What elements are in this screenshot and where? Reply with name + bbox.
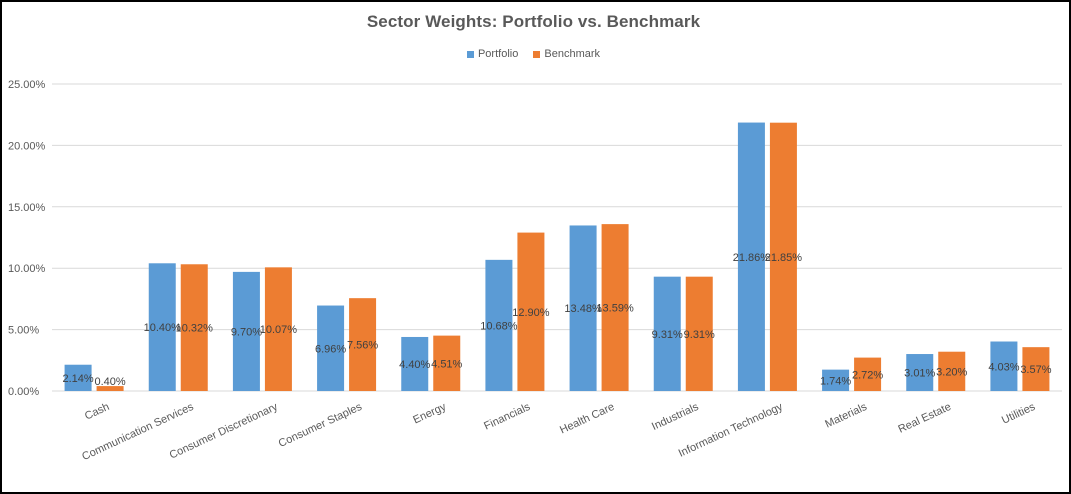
x-category-label: Utilities: [1000, 401, 1038, 427]
benchmark-bar: [96, 386, 124, 391]
portfolio-bar: [317, 305, 345, 391]
portfolio-data-label: 9.70%: [231, 326, 262, 338]
benchmark-bar: [264, 267, 292, 391]
portfolio-data-label: 4.03%: [988, 361, 1019, 373]
benchmark-data-label: 7.56%: [347, 340, 378, 352]
benchmark-data-label: 3.20%: [936, 366, 967, 378]
portfolio-bar: [485, 259, 513, 391]
portfolio-data-label: 3.01%: [904, 368, 935, 380]
portfolio-bar: [148, 263, 176, 391]
benchmark-data-label: 10.07%: [260, 324, 298, 336]
legend-item-benchmark: Benchmark: [533, 48, 600, 60]
benchmark-data-label: 2.72%: [852, 369, 883, 381]
benchmark-bar: [433, 335, 461, 391]
portfolio-data-label: 2.14%: [62, 373, 93, 385]
x-category-label: Financials: [482, 401, 532, 433]
legend-item-portfolio: Portfolio: [466, 48, 519, 60]
benchmark-bar: [854, 357, 882, 391]
legend-label-portfolio: Portfolio: [477, 48, 519, 60]
portfolio-bar: [737, 122, 765, 391]
benchmark-bar: [517, 232, 545, 391]
portfolio-data-label: 6.96%: [315, 343, 346, 355]
portfolio-data-label: 21.86%: [733, 252, 771, 264]
benchmark-data-label: 12.90%: [512, 307, 550, 319]
benchmark-bar: [349, 298, 377, 391]
portfolio-bar: [822, 369, 850, 391]
benchmark-data-label: 10.32%: [176, 323, 214, 335]
benchmark-bar: [1022, 347, 1050, 391]
x-category-label: Industrials: [650, 401, 701, 433]
chart-legend: Portfolio Benchmark: [0, 48, 1067, 61]
portfolio-bar: [401, 336, 429, 391]
portfolio-data-label: 13.48%: [564, 303, 602, 315]
portfolio-bar: [906, 354, 934, 391]
portfolio-bar: [990, 341, 1018, 391]
chart-title: Sector Weights: Portfolio vs. Benchmark: [366, 12, 701, 31]
portfolio-data-label: 4.40%: [399, 359, 430, 371]
benchmark-data-label: 4.51%: [431, 358, 462, 370]
benchmark-data-label: 3.57%: [1020, 364, 1051, 376]
portfolio-bar: [569, 225, 597, 391]
benchmark-data-label: 13.59%: [596, 303, 634, 315]
benchmark-data-label: 9.31%: [684, 329, 715, 341]
y-tick-label: 15.00%: [8, 202, 46, 214]
benchmark-bar: [685, 276, 713, 391]
portfolio-data-label: 10.68%: [480, 320, 518, 332]
legend-label-benchmark: Benchmark: [544, 48, 601, 60]
benchmark-bar: [938, 351, 966, 391]
x-category-label: Materials: [823, 401, 869, 431]
x-category-label: Cash: [83, 401, 111, 423]
legend-swatch-portfolio: [466, 50, 474, 58]
x-category-label: Real Estate: [896, 401, 953, 436]
benchmark-bar: [180, 264, 208, 391]
benchmark-data-label: 21.85%: [765, 252, 803, 264]
portfolio-bar: [653, 276, 681, 391]
y-tick-label: 0.00%: [8, 386, 39, 398]
y-tick-label: 20.00%: [8, 140, 46, 152]
y-tick-label: 25.00%: [8, 79, 46, 91]
x-category-label: Consumer Staples: [277, 401, 365, 450]
benchmark-bar: [769, 122, 797, 391]
portfolio-data-label: 9.31%: [652, 329, 683, 341]
x-category-label: Energy: [411, 401, 448, 427]
x-category-label: Health Care: [558, 401, 616, 437]
legend-swatch-benchmark: [533, 50, 541, 58]
portfolio-data-label: 1.74%: [820, 375, 851, 387]
benchmark-bar: [601, 224, 629, 391]
y-tick-label: 10.00%: [8, 263, 46, 275]
y-tick-label: 5.00%: [8, 325, 39, 337]
benchmark-data-label: 0.40%: [94, 376, 125, 388]
portfolio-bar: [64, 364, 92, 391]
portfolio-data-label: 10.40%: [144, 322, 182, 334]
portfolio-bar: [232, 271, 260, 391]
